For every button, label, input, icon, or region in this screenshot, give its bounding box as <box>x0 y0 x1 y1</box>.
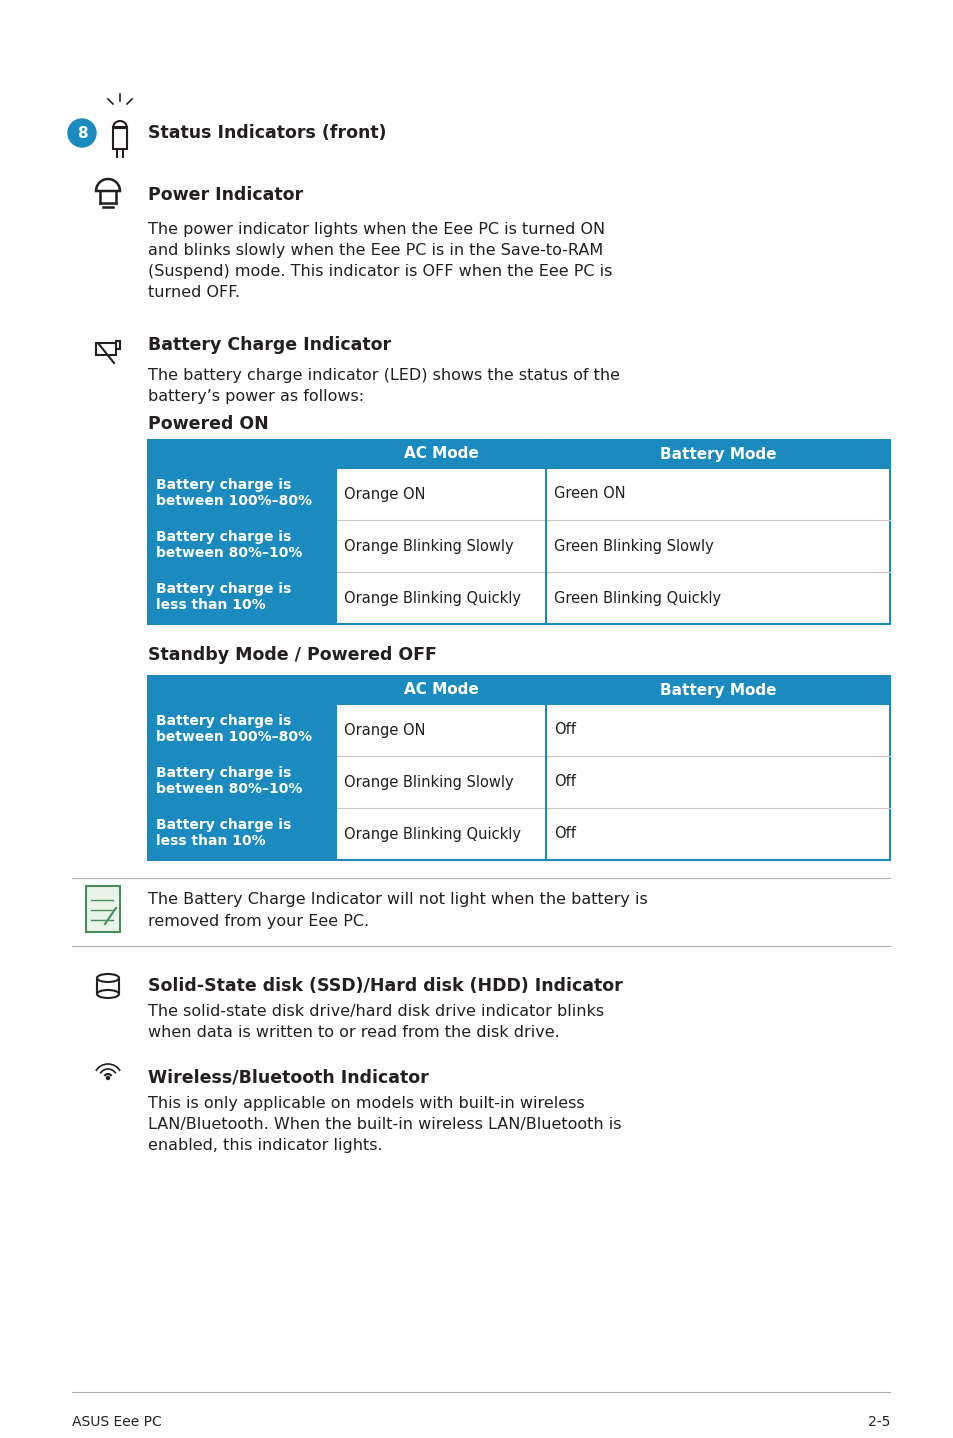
Text: Power Indicator: Power Indicator <box>148 186 303 204</box>
Bar <box>545 705 889 756</box>
Text: Battery Mode: Battery Mode <box>659 447 776 462</box>
Text: The battery charge indicator (LED) shows the status of the: The battery charge indicator (LED) shows… <box>148 368 619 383</box>
Bar <box>148 467 335 521</box>
Bar <box>545 756 889 808</box>
Bar <box>335 467 545 521</box>
Bar <box>148 705 335 756</box>
Bar <box>112 127 127 150</box>
Text: Green Blinking Slowly: Green Blinking Slowly <box>554 538 713 554</box>
Bar <box>148 756 335 808</box>
Text: AC Mode: AC Mode <box>403 683 477 697</box>
Bar <box>96 344 116 355</box>
Text: (Suspend) mode. This indicator is OFF when the Eee PC is: (Suspend) mode. This indicator is OFF wh… <box>148 265 612 279</box>
Bar <box>335 808 545 860</box>
Text: LAN/Bluetooth. When the built-in wireless LAN/Bluetooth is: LAN/Bluetooth. When the built-in wireles… <box>148 1117 620 1132</box>
Bar <box>148 440 889 467</box>
Text: Orange Blinking Quickly: Orange Blinking Quickly <box>344 827 520 841</box>
Text: between 80%–10%: between 80%–10% <box>156 782 302 797</box>
Text: Battery charge is: Battery charge is <box>156 715 291 728</box>
Text: battery’s power as follows:: battery’s power as follows: <box>148 390 364 404</box>
Text: between 80%–10%: between 80%–10% <box>156 546 302 559</box>
Bar <box>148 572 335 624</box>
Text: Off: Off <box>554 722 576 738</box>
Text: removed from your Eee PC.: removed from your Eee PC. <box>148 915 369 929</box>
Text: Powered ON: Powered ON <box>148 416 269 433</box>
Circle shape <box>68 119 96 147</box>
Bar <box>335 572 545 624</box>
Text: The solid-state disk drive/hard disk drive indicator blinks: The solid-state disk drive/hard disk dri… <box>148 1004 603 1020</box>
Bar <box>148 676 889 860</box>
Bar <box>86 886 120 932</box>
Text: Battery charge is: Battery charge is <box>156 766 291 779</box>
Bar <box>335 756 545 808</box>
Text: Off: Off <box>554 775 576 789</box>
Text: Solid-State disk (SSD)/Hard disk (HDD) Indicator: Solid-State disk (SSD)/Hard disk (HDD) I… <box>148 976 622 995</box>
Text: Battery charge is: Battery charge is <box>156 818 291 833</box>
Text: between 100%–80%: between 100%–80% <box>156 731 312 743</box>
Text: less than 10%: less than 10% <box>156 598 265 613</box>
Bar <box>545 808 889 860</box>
Text: Orange ON: Orange ON <box>344 486 425 502</box>
Text: This is only applicable on models with built-in wireless: This is only applicable on models with b… <box>148 1096 584 1112</box>
Bar <box>545 521 889 572</box>
Text: less than 10%: less than 10% <box>156 834 265 848</box>
Text: Battery Charge Indicator: Battery Charge Indicator <box>148 336 391 354</box>
Text: Battery charge is: Battery charge is <box>156 582 291 595</box>
Text: and blinks slowly when the Eee PC is in the Save-to-RAM: and blinks slowly when the Eee PC is in … <box>148 243 602 257</box>
Bar <box>148 521 335 572</box>
Text: enabled, this indicator lights.: enabled, this indicator lights. <box>148 1137 382 1153</box>
Text: 2-5: 2-5 <box>866 1415 889 1429</box>
Text: Orange ON: Orange ON <box>344 722 425 738</box>
Bar <box>545 467 889 521</box>
Bar <box>545 572 889 624</box>
Bar <box>148 676 889 705</box>
Text: Battery charge is: Battery charge is <box>156 531 291 544</box>
Bar <box>335 705 545 756</box>
Text: 8: 8 <box>76 125 88 141</box>
Text: The Battery Charge Indicator will not light when the battery is: The Battery Charge Indicator will not li… <box>148 892 647 907</box>
Circle shape <box>107 1077 110 1080</box>
Text: turned OFF.: turned OFF. <box>148 285 240 301</box>
Text: Orange Blinking Quickly: Orange Blinking Quickly <box>344 591 520 605</box>
Text: when data is written to or read from the disk drive.: when data is written to or read from the… <box>148 1025 559 1040</box>
Bar <box>148 440 889 624</box>
Text: AC Mode: AC Mode <box>403 447 477 462</box>
Bar <box>335 521 545 572</box>
Text: Wireless/Bluetooth Indicator: Wireless/Bluetooth Indicator <box>148 1068 428 1087</box>
Text: ASUS Eee PC: ASUS Eee PC <box>71 1415 162 1429</box>
Text: Battery Mode: Battery Mode <box>659 683 776 697</box>
Text: Orange Blinking Slowly: Orange Blinking Slowly <box>344 538 513 554</box>
Text: between 100%–80%: between 100%–80% <box>156 495 312 508</box>
Text: Orange Blinking Slowly: Orange Blinking Slowly <box>344 775 513 789</box>
Text: Green ON: Green ON <box>554 486 625 502</box>
Text: Off: Off <box>554 827 576 841</box>
Text: Standby Mode / Powered OFF: Standby Mode / Powered OFF <box>148 646 436 664</box>
Text: The power indicator lights when the Eee PC is turned ON: The power indicator lights when the Eee … <box>148 221 604 237</box>
Bar <box>116 341 120 349</box>
Text: Status Indicators (front): Status Indicators (front) <box>148 124 386 142</box>
Text: Green Blinking Quickly: Green Blinking Quickly <box>554 591 720 605</box>
Bar <box>148 808 335 860</box>
Text: Battery charge is: Battery charge is <box>156 477 291 492</box>
